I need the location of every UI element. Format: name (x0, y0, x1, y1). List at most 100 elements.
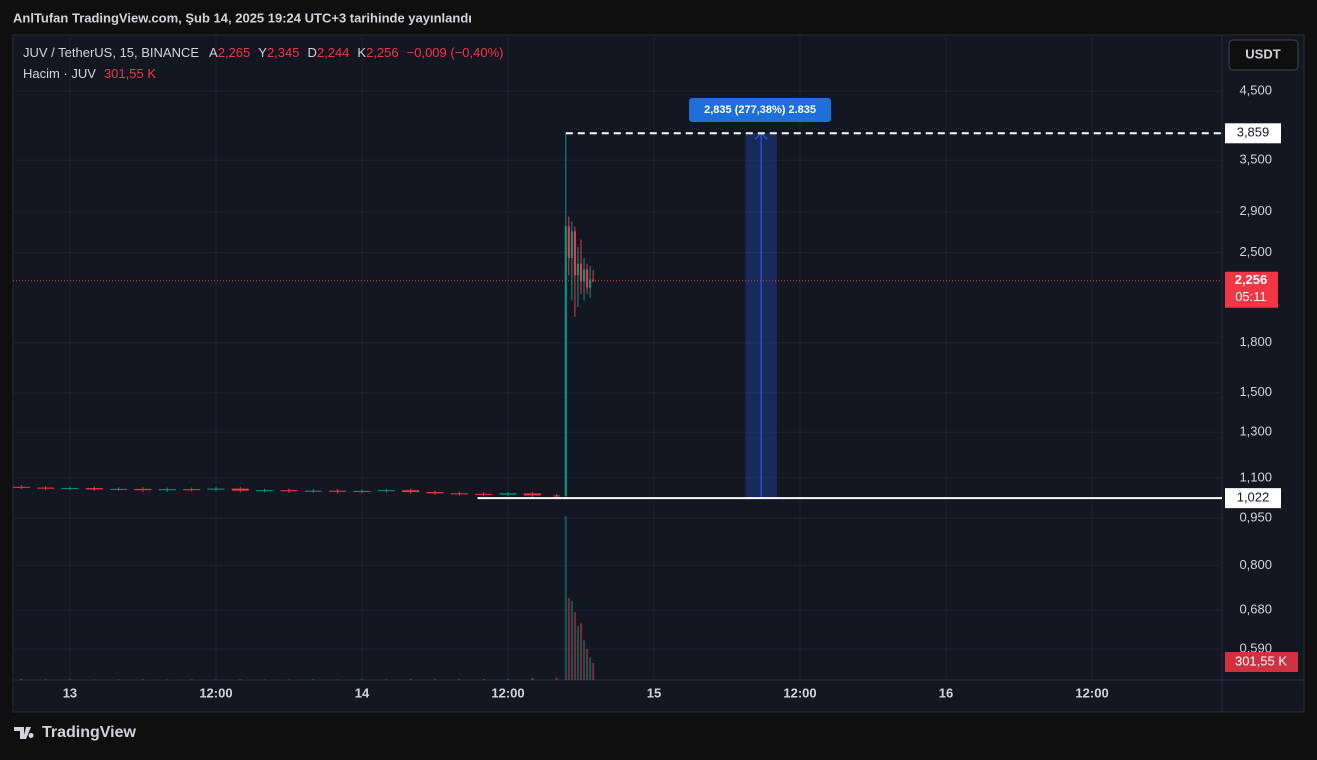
measure-label: 2,835 (277,38%) 2.835 (704, 104, 816, 116)
candle-body (523, 493, 541, 496)
candle-body (12, 486, 30, 488)
candle-body (256, 490, 274, 492)
y-tick-label: 0,590 (1239, 640, 1272, 655)
candle-body (576, 263, 580, 276)
candle-body (110, 488, 128, 490)
volume-bar (576, 626, 580, 680)
y-tick-label: 1,800 (1239, 334, 1272, 349)
candle-body (570, 231, 573, 259)
y-tick-label: 1,300 (1239, 424, 1272, 439)
volume-bar (567, 598, 570, 680)
x-tick-label: 12:00 (1075, 685, 1108, 700)
volume-bar (312, 679, 315, 680)
x-tick-label: 12:00 (491, 685, 524, 700)
currency-button[interactable] (1228, 39, 1299, 71)
candle-body (37, 487, 55, 489)
volume-bar (141, 679, 145, 680)
y-tick-label: 1,500 (1239, 384, 1272, 399)
candle-body (280, 490, 298, 492)
legend-volume-value: 301,55 K (104, 66, 156, 81)
candle-body (134, 488, 152, 491)
y-tick-label: 2,500 (1239, 244, 1272, 259)
candle-body (573, 231, 576, 276)
chart-pane (12, 34, 1305, 713)
legend-value: 2,345 (267, 45, 300, 60)
volume-bar (458, 679, 461, 680)
candle-body (567, 226, 570, 259)
volume-bar (433, 679, 437, 680)
y-tick-label: 0,680 (1239, 601, 1272, 616)
last-price-box (1225, 271, 1278, 308)
y-tick-label: 2,900 (1239, 203, 1272, 218)
volume-bar (93, 679, 96, 680)
horizontal-line-label: 3,859 (1237, 125, 1270, 140)
candle-body (589, 279, 592, 288)
volume-bar (506, 678, 510, 680)
legend-value: 2,265 (218, 45, 251, 60)
candle-body (553, 495, 560, 497)
volume-bar (409, 679, 412, 680)
footer-logo (14, 727, 34, 739)
volume-bar (573, 612, 576, 680)
volume-bar (287, 679, 291, 680)
volume-bar (68, 679, 72, 680)
last-price-label: 2,256 (1235, 272, 1268, 287)
candle-body (450, 493, 468, 495)
legend-volume: Hacim · JUV 301,55 K (23, 66, 156, 81)
volume-bar (482, 679, 485, 680)
candle-body (183, 489, 201, 491)
candle-body (592, 279, 595, 281)
volume-label: 301,55 K (1235, 653, 1287, 668)
candle-body (207, 488, 225, 490)
legend-symbol: JUV / TetherUS, 15, BINANCE (23, 45, 199, 60)
volume-bar (214, 679, 218, 680)
candle-body (579, 263, 583, 282)
volume-label-box (1225, 652, 1298, 672)
candle-body (475, 493, 493, 495)
y-tick-label: 3,500 (1239, 152, 1272, 167)
legend-key: A (209, 45, 218, 60)
volume-bar (166, 679, 169, 680)
volume-bar (336, 679, 339, 680)
candle-body (402, 490, 420, 493)
volume-bar (564, 516, 567, 680)
candle-body (231, 488, 249, 491)
volume-bar (582, 640, 586, 680)
volume-bar (263, 679, 266, 680)
legend-line: JUV / TetherUS, 15, BINANCE A2,265 Y2,345 D… (23, 45, 504, 60)
x-tick-label: 14 (355, 685, 370, 700)
volume-bar (586, 648, 589, 680)
volume-bar (570, 600, 573, 680)
measure-label-box (689, 98, 832, 122)
candle-body (377, 490, 395, 492)
horizontal-line-label-box (1225, 488, 1281, 509)
candle-body (61, 488, 79, 490)
candle-body (586, 269, 589, 288)
horizontal-line-label-box (1225, 123, 1281, 144)
candle-body (353, 490, 371, 492)
volume-bar (190, 679, 193, 680)
candle-body (329, 490, 347, 492)
x-tick-label: 13 (63, 685, 77, 700)
legend-value: 2,256 (366, 45, 399, 60)
candle-body (426, 492, 444, 494)
candle-body (85, 488, 103, 490)
legend-value: 2,244 (317, 45, 350, 60)
x-tick-label: 16 (939, 685, 953, 700)
x-tick-label: 15 (647, 685, 661, 700)
volume-bar (360, 679, 364, 680)
horizontal-line-label: 1,022 (1237, 490, 1270, 505)
volume-bar (20, 679, 23, 680)
volume-bar (239, 679, 242, 680)
volume-bar (589, 657, 592, 680)
x-tick-label: 12:00 (783, 685, 816, 700)
volume-bar (44, 679, 47, 680)
volume-bar (579, 623, 583, 680)
x-tick-label: 12:00 (199, 685, 232, 700)
candle-body (304, 490, 322, 492)
currency-label[interactable]: USDT (1245, 46, 1280, 61)
legend-key: Y (258, 45, 267, 60)
volume-bar (592, 662, 595, 680)
